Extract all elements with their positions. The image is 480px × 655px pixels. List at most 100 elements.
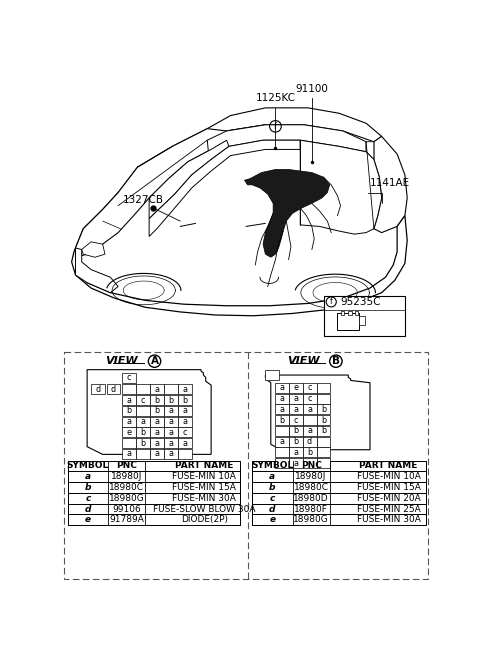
Text: b: b [126,406,132,415]
Text: FUSE-MIN 25A: FUSE-MIN 25A [357,504,420,514]
Bar [316,447,330,457]
Text: 95235C: 95235C [340,297,381,307]
Text: b: b [279,415,284,424]
Text: b: b [293,437,298,446]
Text: d: d [96,384,100,394]
Bar [265,369,279,380]
Text: a: a [182,417,187,426]
Bar [275,447,288,457]
Bar [64,352,428,579]
Text: b: b [84,483,91,492]
Bar [178,449,192,459]
Text: A: A [151,356,158,366]
Bar [252,504,426,514]
Bar [302,394,316,403]
Text: PART NAME: PART NAME [360,461,418,470]
Polygon shape [244,170,330,257]
Text: c: c [85,494,91,503]
Bar [316,415,330,425]
Text: b: b [154,396,159,405]
Bar [164,406,178,416]
Bar [316,383,330,393]
Bar [302,383,316,393]
Bar [164,417,178,426]
Text: f: f [330,297,333,307]
Bar [337,314,359,330]
Polygon shape [300,140,382,234]
Bar [275,458,288,468]
Text: a: a [293,448,298,457]
Bar [324,296,405,336]
Bar [316,394,330,403]
Bar [302,437,316,447]
Bar [164,395,178,405]
Text: b: b [140,439,145,448]
Bar [288,458,302,468]
Bar [275,426,288,436]
Bar [178,428,192,438]
Bar [288,404,302,415]
Text: a: a [279,383,284,392]
Bar [275,404,288,415]
Text: FUSE-MIN 15A: FUSE-MIN 15A [357,483,420,492]
Bar [164,438,178,448]
Text: VIEW: VIEW [287,356,320,366]
Bar [316,404,330,415]
Bar [136,417,150,426]
Bar [178,406,192,416]
Bar [136,406,150,416]
Bar [150,428,164,438]
Text: e: e [85,515,91,524]
Text: c: c [293,415,298,424]
Bar [150,438,164,448]
Text: c: c [182,428,187,437]
Text: 18980F: 18980F [294,504,328,514]
Text: b: b [321,426,326,436]
Bar [275,415,288,425]
Polygon shape [207,125,366,156]
Text: b: b [154,406,159,415]
Text: SYMBOL: SYMBOL [67,461,109,470]
Bar [136,428,150,438]
Bar [302,415,316,425]
Text: 18980J: 18980J [295,472,327,481]
Text: PNC: PNC [116,461,137,470]
Polygon shape [265,375,370,450]
Text: e: e [126,428,132,437]
Bar [150,384,164,394]
Text: 18980G: 18980G [109,494,144,503]
Text: c: c [141,396,145,405]
Text: a: a [126,417,132,426]
Text: d: d [84,504,91,514]
Bar [150,449,164,459]
Text: c: c [270,494,275,503]
Text: c: c [127,373,131,383]
Bar [302,458,316,468]
Text: d: d [307,437,312,446]
Bar [122,373,136,383]
Bar [68,460,240,472]
Bar [122,406,136,416]
Text: FUSE-SLOW BLOW 30A: FUSE-SLOW BLOW 30A [153,504,255,514]
Bar [68,514,240,525]
Text: 18980G: 18980G [293,515,329,524]
Bar [136,449,150,459]
Bar [68,493,240,504]
Text: e: e [269,515,276,524]
Text: a: a [293,394,298,403]
Bar [355,311,359,315]
Text: a: a [168,417,173,426]
Bar [136,395,150,405]
Text: d: d [111,384,116,394]
Bar [275,383,288,393]
Text: VIEW: VIEW [105,356,137,366]
Bar [68,482,240,493]
Text: a: a [307,405,312,414]
Bar [252,514,426,525]
Text: a: a [155,439,159,448]
Bar [340,311,345,315]
Bar [288,437,302,447]
Text: a: a [126,449,132,458]
Bar [302,404,316,415]
Bar [316,437,330,447]
